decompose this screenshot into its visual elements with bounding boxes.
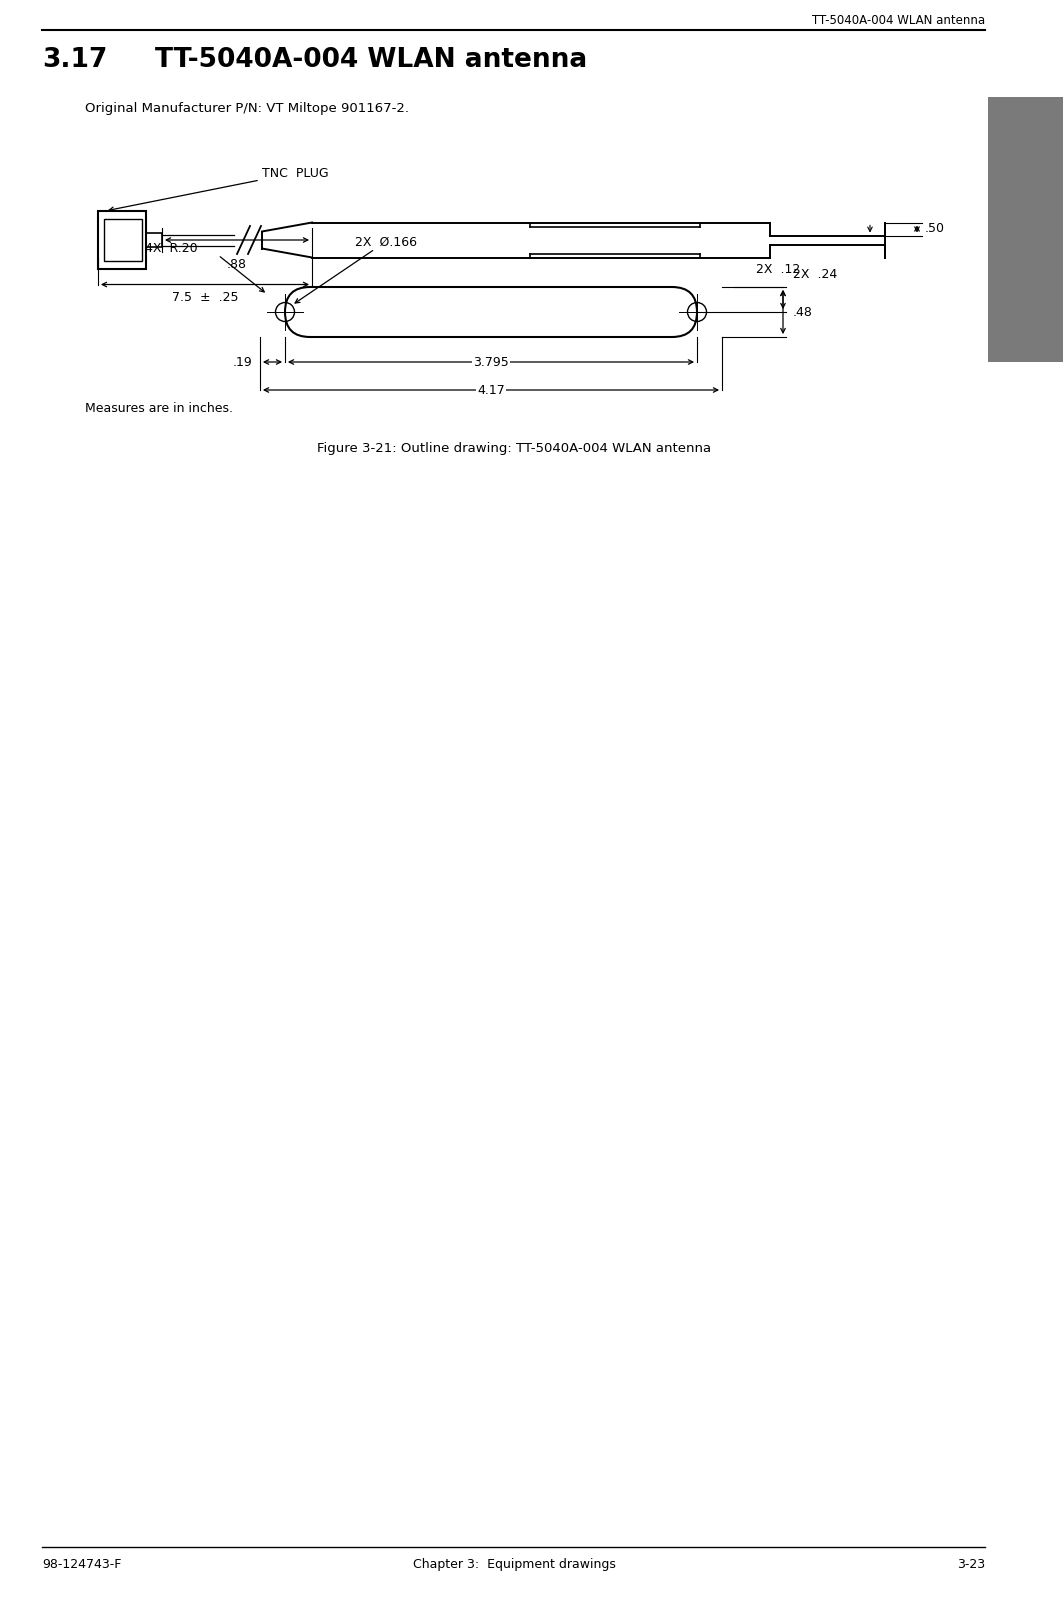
Bar — [988, 98, 1063, 362]
Text: .88: .88 — [227, 258, 247, 271]
Text: 4.17: 4.17 — [477, 383, 505, 397]
Text: 98-124743-F: 98-124743-F — [43, 1559, 121, 1572]
Text: 2X  .24: 2X .24 — [793, 268, 838, 280]
Bar — [146, 232, 162, 247]
Text: .50: .50 — [925, 223, 945, 235]
Text: 3.795: 3.795 — [473, 356, 509, 368]
Text: TNC  PLUG: TNC PLUG — [261, 167, 328, 179]
Text: 3.17: 3.17 — [43, 46, 107, 74]
Bar — [98, 211, 146, 269]
Text: Chapter 3:  Equipment drawings: Chapter 3: Equipment drawings — [412, 1559, 615, 1572]
Text: 2X  .12: 2X .12 — [756, 263, 800, 276]
Text: Figure 3-21: Outline drawing: TT-5040A-004 WLAN antenna: Figure 3-21: Outline drawing: TT-5040A-0… — [317, 442, 711, 455]
Text: .19: .19 — [232, 356, 252, 368]
Text: 3-23: 3-23 — [957, 1559, 985, 1572]
Text: 2X  Ø.166: 2X Ø.166 — [355, 235, 417, 248]
Text: .48: .48 — [793, 306, 813, 319]
Text: TT-5040A-004 WLAN antenna: TT-5040A-004 WLAN antenna — [812, 14, 985, 27]
Text: Original Manufacturer P/N: VT Miltope 901167-2.: Original Manufacturer P/N: VT Miltope 90… — [85, 103, 409, 115]
Text: 4X  R.20: 4X R.20 — [145, 242, 198, 255]
Bar — [104, 219, 142, 261]
Text: TT-5040A-004 WLAN antenna: TT-5040A-004 WLAN antenna — [155, 46, 587, 74]
Text: Measures are in inches.: Measures are in inches. — [85, 402, 233, 415]
Text: 7.5  ±  .25: 7.5 ± .25 — [172, 290, 238, 303]
